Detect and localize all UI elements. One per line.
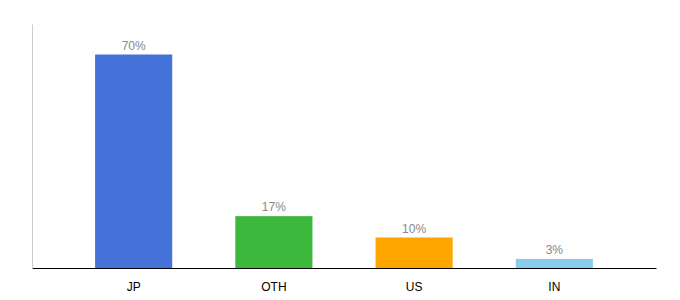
- data-label: 10%: [402, 222, 426, 236]
- x-tick-label: JP: [127, 280, 141, 294]
- y-axis-line: [32, 25, 33, 269]
- x-axis: JP OTH US IN: [33, 269, 657, 295]
- x-tick-label: OTH: [261, 280, 286, 294]
- plot: JP OTH US IN 70% 17% 10% 3%: [33, 25, 657, 295]
- data-labels: 70% 17% 10% 3%: [122, 39, 564, 257]
- bars: [95, 55, 593, 269]
- x-tick-label: US: [406, 280, 423, 294]
- x-tick-label: IN: [548, 280, 560, 294]
- bar: [235, 216, 312, 268]
- chart: JP OTH US IN 70% 17% 10% 3%: [0, 0, 680, 300]
- bar: [95, 55, 172, 269]
- bar: [516, 259, 593, 268]
- data-label: 70%: [122, 39, 146, 53]
- x-tick: OTH: [261, 280, 286, 294]
- data-label: 3%: [546, 243, 564, 257]
- bar: [376, 238, 453, 269]
- x-tick: US: [406, 280, 423, 294]
- y-axis: [32, 25, 33, 269]
- data-label: 17%: [262, 200, 286, 214]
- x-tick: JP: [127, 280, 141, 294]
- x-tick: IN: [548, 280, 560, 294]
- x-axis-line: [33, 268, 657, 269]
